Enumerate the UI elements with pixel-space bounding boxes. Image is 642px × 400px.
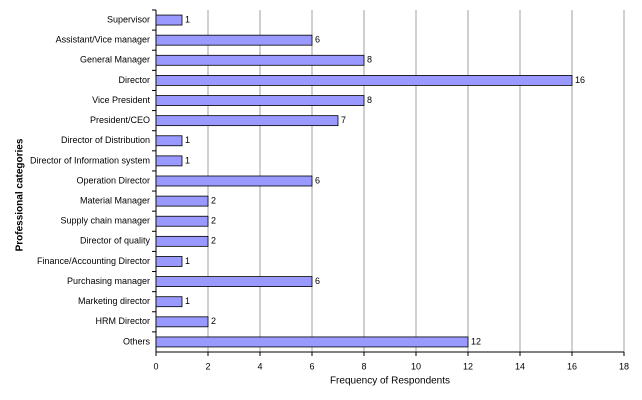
bar (155, 95, 365, 106)
data-label: 8 (367, 55, 372, 65)
y-tick-label: Director of Distribution (61, 135, 150, 145)
bar (155, 175, 313, 187)
y-tick-label: Director of quality (80, 236, 151, 246)
data-label: 8 (367, 95, 372, 105)
data-label: 16 (575, 75, 585, 85)
bar (155, 75, 573, 86)
bar (155, 296, 183, 308)
x-tick-label: 18 (619, 361, 629, 371)
x-axis-label: Frequency of Respondents (330, 376, 450, 387)
y-tick-label: Material Manager (80, 195, 150, 205)
y-tick-label: HRM Director (95, 316, 150, 326)
y-tick-label: Finance/Accounting Director (37, 256, 150, 266)
data-label: 1 (185, 155, 190, 165)
x-tick-label: 14 (515, 361, 525, 371)
bar (155, 135, 183, 147)
bar (155, 54, 365, 66)
y-tick-label: Assistant/Vice manager (56, 35, 150, 45)
bar (155, 276, 313, 287)
data-label: 1 (185, 135, 190, 145)
x-tick-label: 16 (567, 361, 577, 371)
y-tick-label: Supervisor (107, 14, 150, 24)
data-label: 2 (211, 236, 216, 246)
bar (155, 34, 313, 46)
data-label: 1 (185, 256, 190, 266)
data-label: 12 (471, 336, 481, 346)
y-tick-label: Director (118, 75, 150, 85)
y-axis-label: Professional categories (15, 138, 26, 251)
x-tick-label: 2 (205, 361, 210, 371)
bar (155, 195, 209, 207)
x-tick-label: 8 (361, 361, 366, 371)
x-tick-label: 0 (153, 361, 158, 371)
data-label: 2 (211, 216, 216, 226)
bar (155, 235, 209, 247)
bar (155, 336, 469, 348)
bar (155, 256, 183, 267)
data-label: 6 (315, 276, 320, 286)
data-label: 6 (315, 175, 320, 185)
data-label: 1 (185, 296, 190, 306)
bar (155, 316, 209, 328)
y-tick-label: Vice President (92, 95, 150, 105)
x-tick-label: 12 (463, 361, 473, 371)
y-tick-label: Others (123, 336, 151, 346)
bar (155, 215, 209, 227)
x-tick-label: 10 (411, 361, 421, 371)
y-tick-label: Operation Director (76, 175, 150, 185)
data-label: 2 (211, 195, 216, 205)
y-tick-label: General Manager (80, 55, 150, 65)
y-tick-label: Marketing director (78, 296, 150, 306)
y-tick-label: Purchasing manager (67, 276, 150, 286)
data-label: 2 (211, 316, 216, 326)
data-label: 6 (315, 35, 320, 45)
x-tick-label: 4 (257, 361, 262, 371)
y-tick-label: Supply chain manager (60, 216, 150, 226)
bar (155, 115, 339, 127)
y-tick-label: Director of Information system (30, 155, 150, 165)
data-label: 7 (341, 115, 346, 125)
y-tick-label: President/CEO (90, 115, 150, 125)
x-tick-label: 6 (309, 361, 314, 371)
data-label: 1 (185, 14, 190, 24)
bar (155, 155, 183, 167)
bar (155, 14, 183, 26)
